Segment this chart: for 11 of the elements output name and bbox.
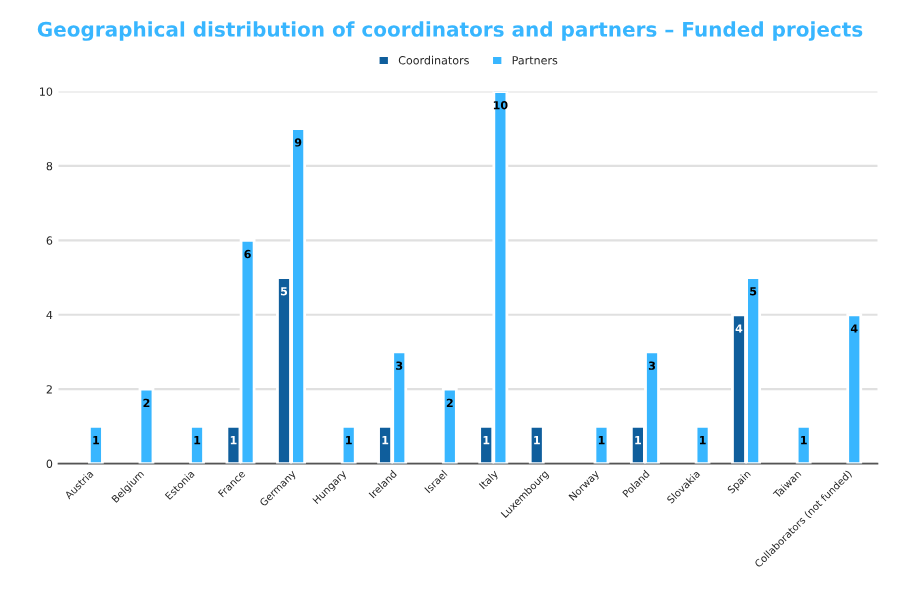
bar [694,425,711,464]
bar [846,313,863,464]
bar [593,425,610,464]
bar [528,425,545,464]
bar [189,425,205,464]
bar [138,387,155,464]
bar [441,387,458,464]
bar [340,425,357,464]
bar [795,425,812,464]
chart-title: Geographical distribution of coordinators and partners – Funded projects [37,21,863,41]
bar [88,425,104,464]
